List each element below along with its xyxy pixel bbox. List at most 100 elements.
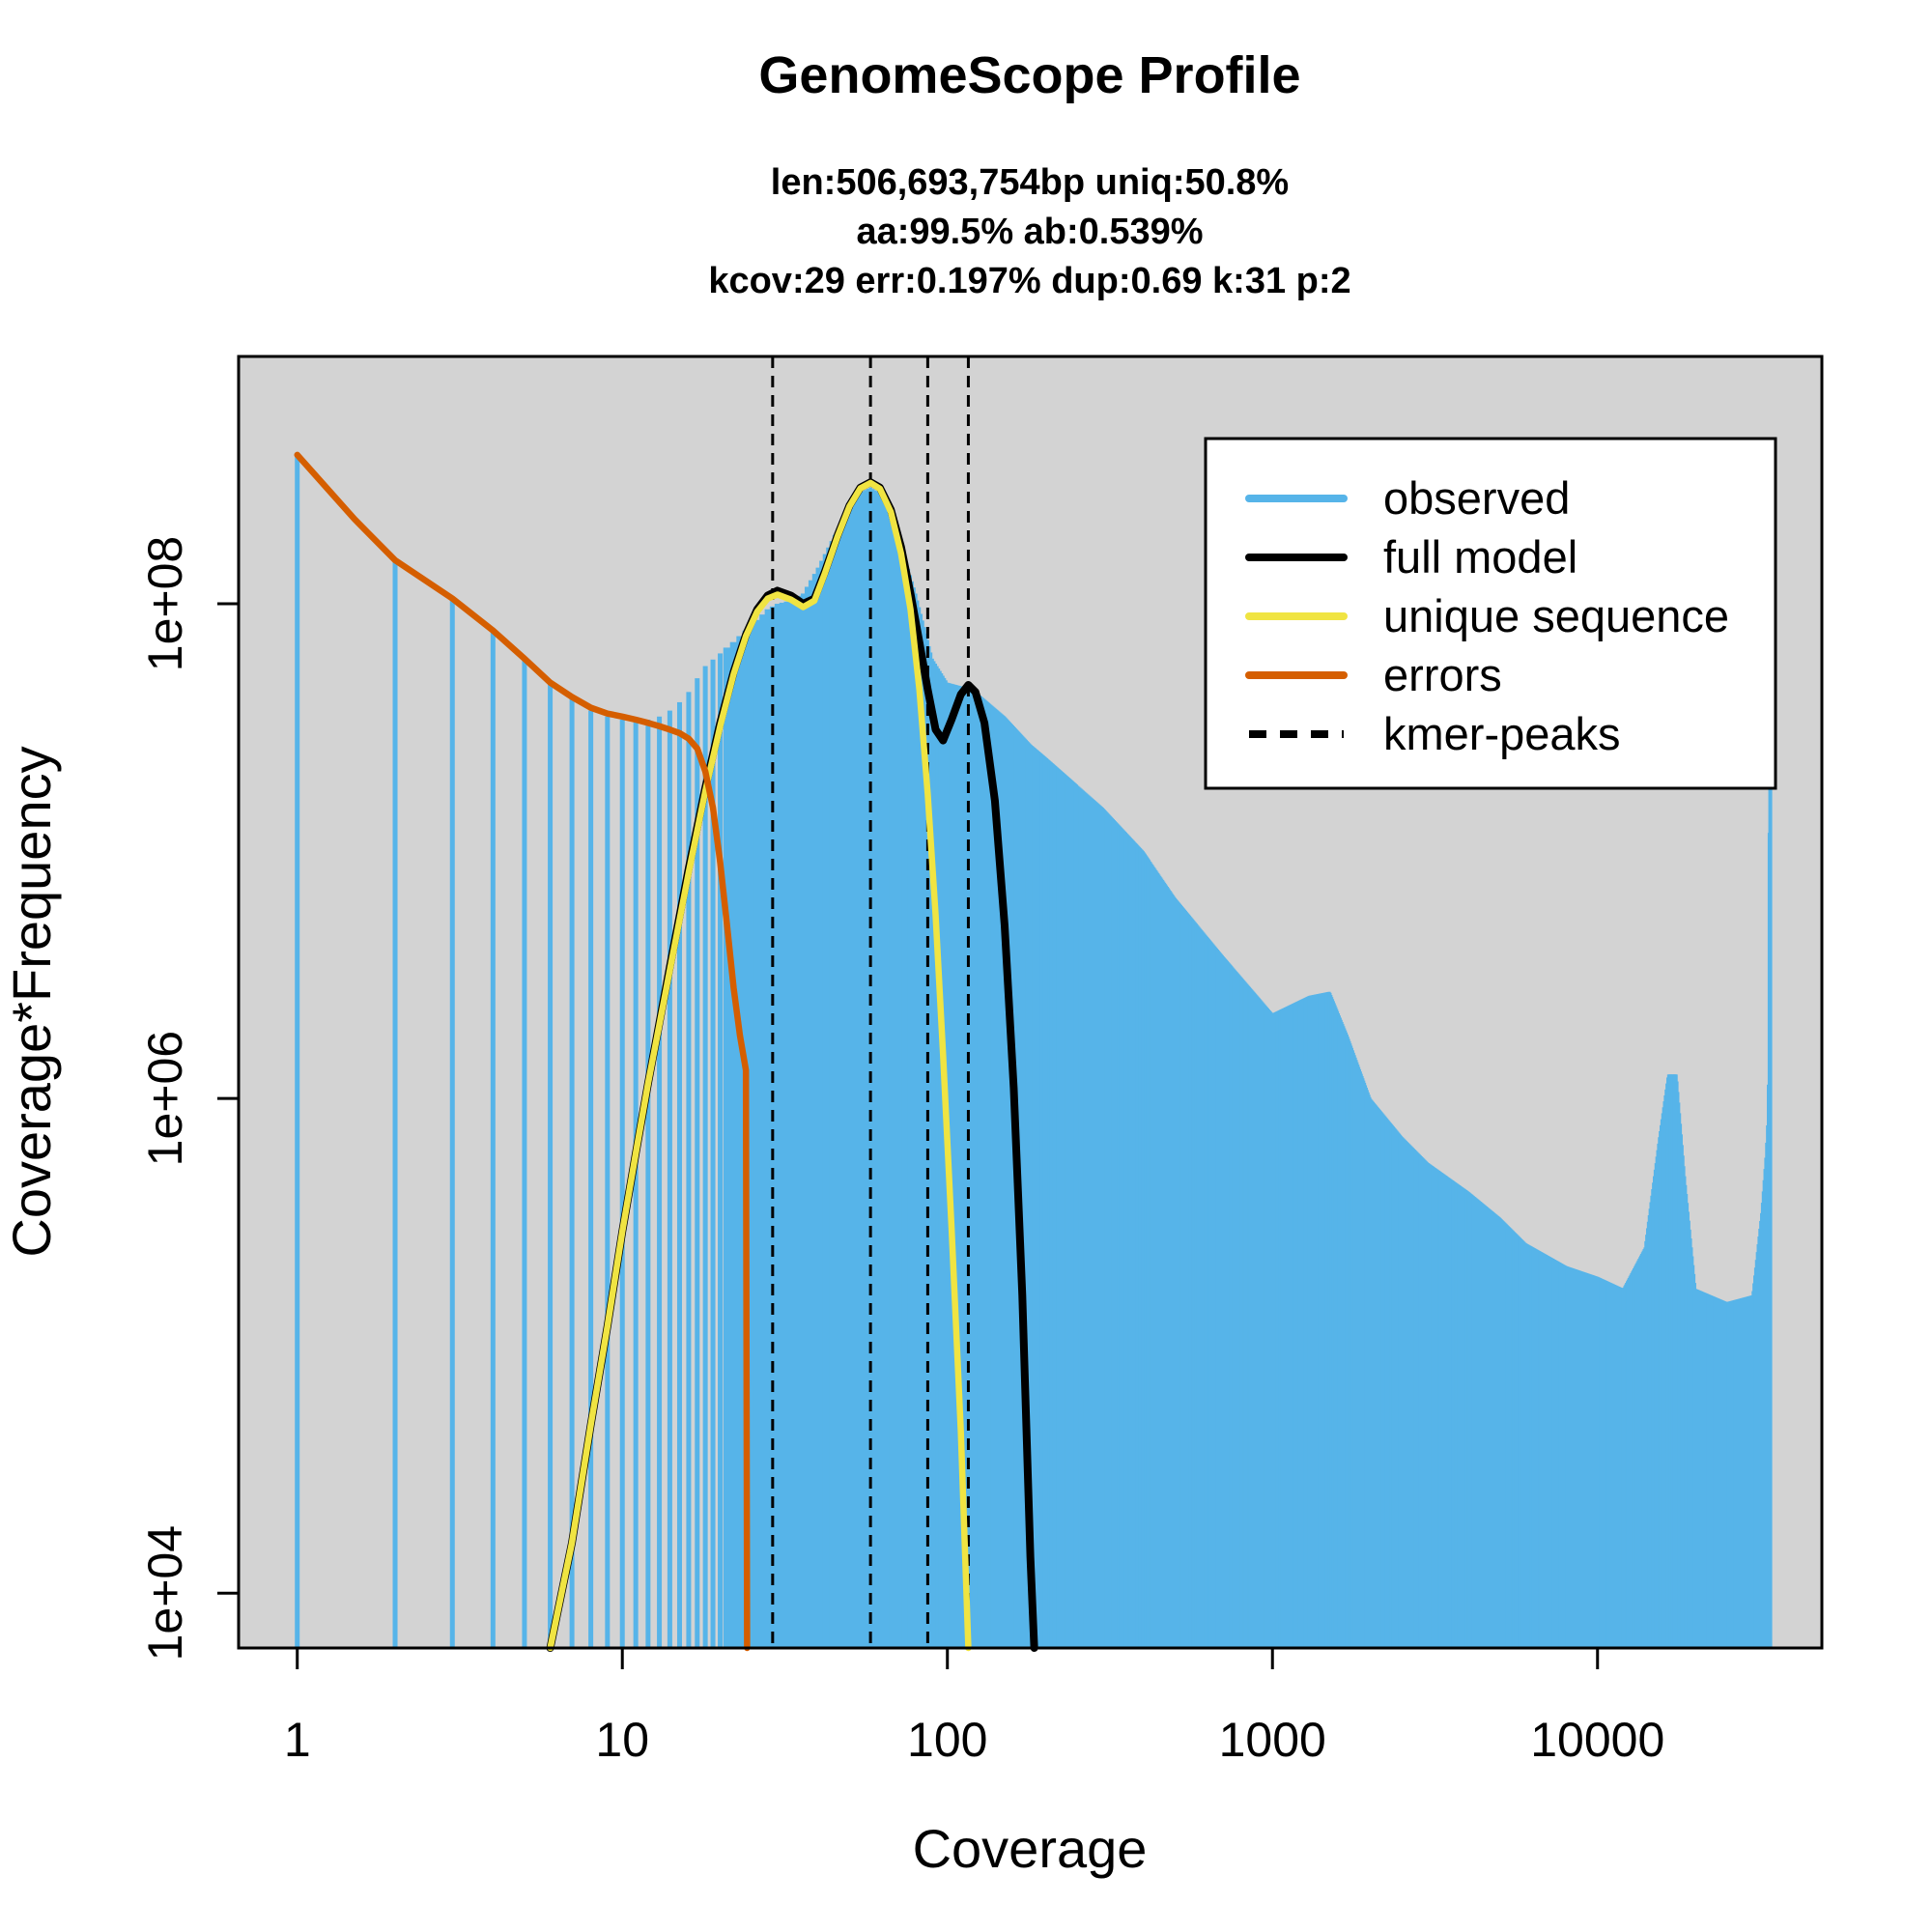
chart-legend: observed full model unique sequence errors k… — [1204, 437, 1777, 790]
observed-bar — [847, 505, 852, 1648]
observed-bar — [895, 528, 899, 1649]
observed-bar — [702, 666, 708, 1648]
observed-bar — [788, 600, 794, 1648]
observed-bar — [645, 720, 651, 1648]
observed-bar — [870, 489, 875, 1649]
observed-bar — [868, 487, 872, 1648]
observed-bar — [940, 673, 944, 1648]
observed-bar — [893, 525, 897, 1648]
observed-bar — [927, 645, 931, 1648]
x-tick-label: 10000 — [1530, 1713, 1664, 1767]
observed-bar — [873, 490, 877, 1649]
x-tick-label: 1000 — [1219, 1713, 1326, 1767]
observed-bar — [723, 647, 731, 1649]
x-tick-label: 1 — [284, 1713, 311, 1767]
observed-bar — [1768, 485, 1773, 1648]
observed-bar — [938, 670, 942, 1648]
observed-bar — [729, 641, 738, 1649]
observed-bar — [832, 534, 838, 1649]
x-tick-label: 100 — [907, 1713, 987, 1767]
legend-label: kmer-peaks — [1383, 708, 1621, 759]
observed-bar — [769, 606, 776, 1648]
observed-bar — [522, 658, 527, 1648]
observed-bar — [836, 528, 840, 1648]
observed-bar — [295, 454, 300, 1648]
observed-bar — [935, 666, 939, 1648]
x-axis: 1 10 100 1000 10000 — [284, 1646, 1664, 1767]
observed-bar — [819, 560, 824, 1648]
observed-bar — [844, 511, 849, 1648]
observed-bar — [800, 593, 806, 1649]
observed-bar — [829, 541, 834, 1648]
observed-bar — [841, 516, 846, 1648]
legend-label: full model — [1383, 531, 1577, 582]
observed-bar — [676, 701, 682, 1648]
observed-bar — [920, 613, 923, 1648]
y-axis: 1e+04 1e+06 1e+08 — [138, 536, 239, 1661]
observed-bar — [930, 658, 934, 1648]
y-tick-label: 1e+08 — [138, 536, 192, 671]
observed-bar — [916, 600, 920, 1648]
observed-bar — [882, 502, 887, 1648]
observed-bar — [796, 595, 802, 1648]
observed-bar — [853, 499, 858, 1649]
chart-subtitle-line-3: kcov:29 err:0.197% dup:0.69 k:31 p:2 — [708, 261, 1350, 301]
observed-bar — [548, 682, 554, 1648]
observed-bar — [897, 536, 901, 1648]
observed-bar — [885, 507, 889, 1648]
observed-bar — [792, 598, 798, 1648]
observed-bar — [932, 661, 936, 1648]
observed-bar — [937, 668, 941, 1648]
observed-bar — [718, 653, 724, 1649]
observed-bar — [804, 586, 810, 1648]
observed-bar — [449, 598, 455, 1648]
observed-bar — [918, 607, 922, 1648]
observed-bar — [924, 633, 928, 1648]
observed-bar — [880, 497, 884, 1648]
observed-bar — [815, 567, 821, 1648]
chart-subtitle-line-1: len:506,693,754bp uniq:50.8% — [771, 162, 1289, 203]
observed-bar — [774, 604, 781, 1648]
observed-bar — [905, 562, 909, 1648]
observed-bar — [811, 574, 817, 1648]
observed-bar — [808, 580, 813, 1649]
observed-bar — [619, 720, 625, 1648]
observed-bar — [667, 710, 672, 1648]
observed-bar — [764, 609, 771, 1648]
observed-bar — [912, 587, 916, 1649]
observed-bar — [907, 568, 911, 1649]
observed-bar — [569, 696, 575, 1648]
observed-bar — [858, 494, 863, 1648]
observed-bar — [736, 636, 744, 1648]
observed-bar — [861, 491, 866, 1649]
observed-bar — [826, 547, 831, 1648]
kmer-peaks-lines — [771, 356, 970, 1648]
observed-bar — [748, 625, 755, 1648]
y-tick-label: 1e+06 — [138, 1031, 192, 1166]
observed-bar — [889, 516, 893, 1649]
observed-bar — [866, 489, 870, 1648]
observed-bar — [779, 602, 785, 1649]
observed-bar — [864, 490, 867, 1648]
observed-bar — [899, 542, 903, 1648]
legend-label: observed — [1383, 472, 1570, 524]
observed-bar — [686, 692, 692, 1648]
observed-bar — [887, 511, 891, 1648]
observed-bar — [909, 575, 913, 1649]
observed-bar — [759, 614, 766, 1649]
observed-bar — [934, 664, 938, 1648]
errors-curve — [294, 451, 751, 1652]
y-axis-label: Coverage*Frequency — [1, 746, 62, 1257]
observed-bar — [710, 659, 716, 1648]
observed-bar — [921, 620, 924, 1648]
observed-bar — [923, 627, 926, 1648]
observed-bar — [856, 497, 860, 1648]
observed-bar — [910, 581, 914, 1648]
observed-bar — [657, 716, 663, 1648]
chart-title: GenomeScope Profile — [758, 46, 1300, 104]
observed-bar — [392, 559, 398, 1649]
legend-label: errors — [1383, 649, 1502, 700]
x-axis-label: Coverage — [913, 1818, 1148, 1879]
chart-subtitle-line-2: aa:99.5% ab:0.539% — [856, 212, 1203, 252]
